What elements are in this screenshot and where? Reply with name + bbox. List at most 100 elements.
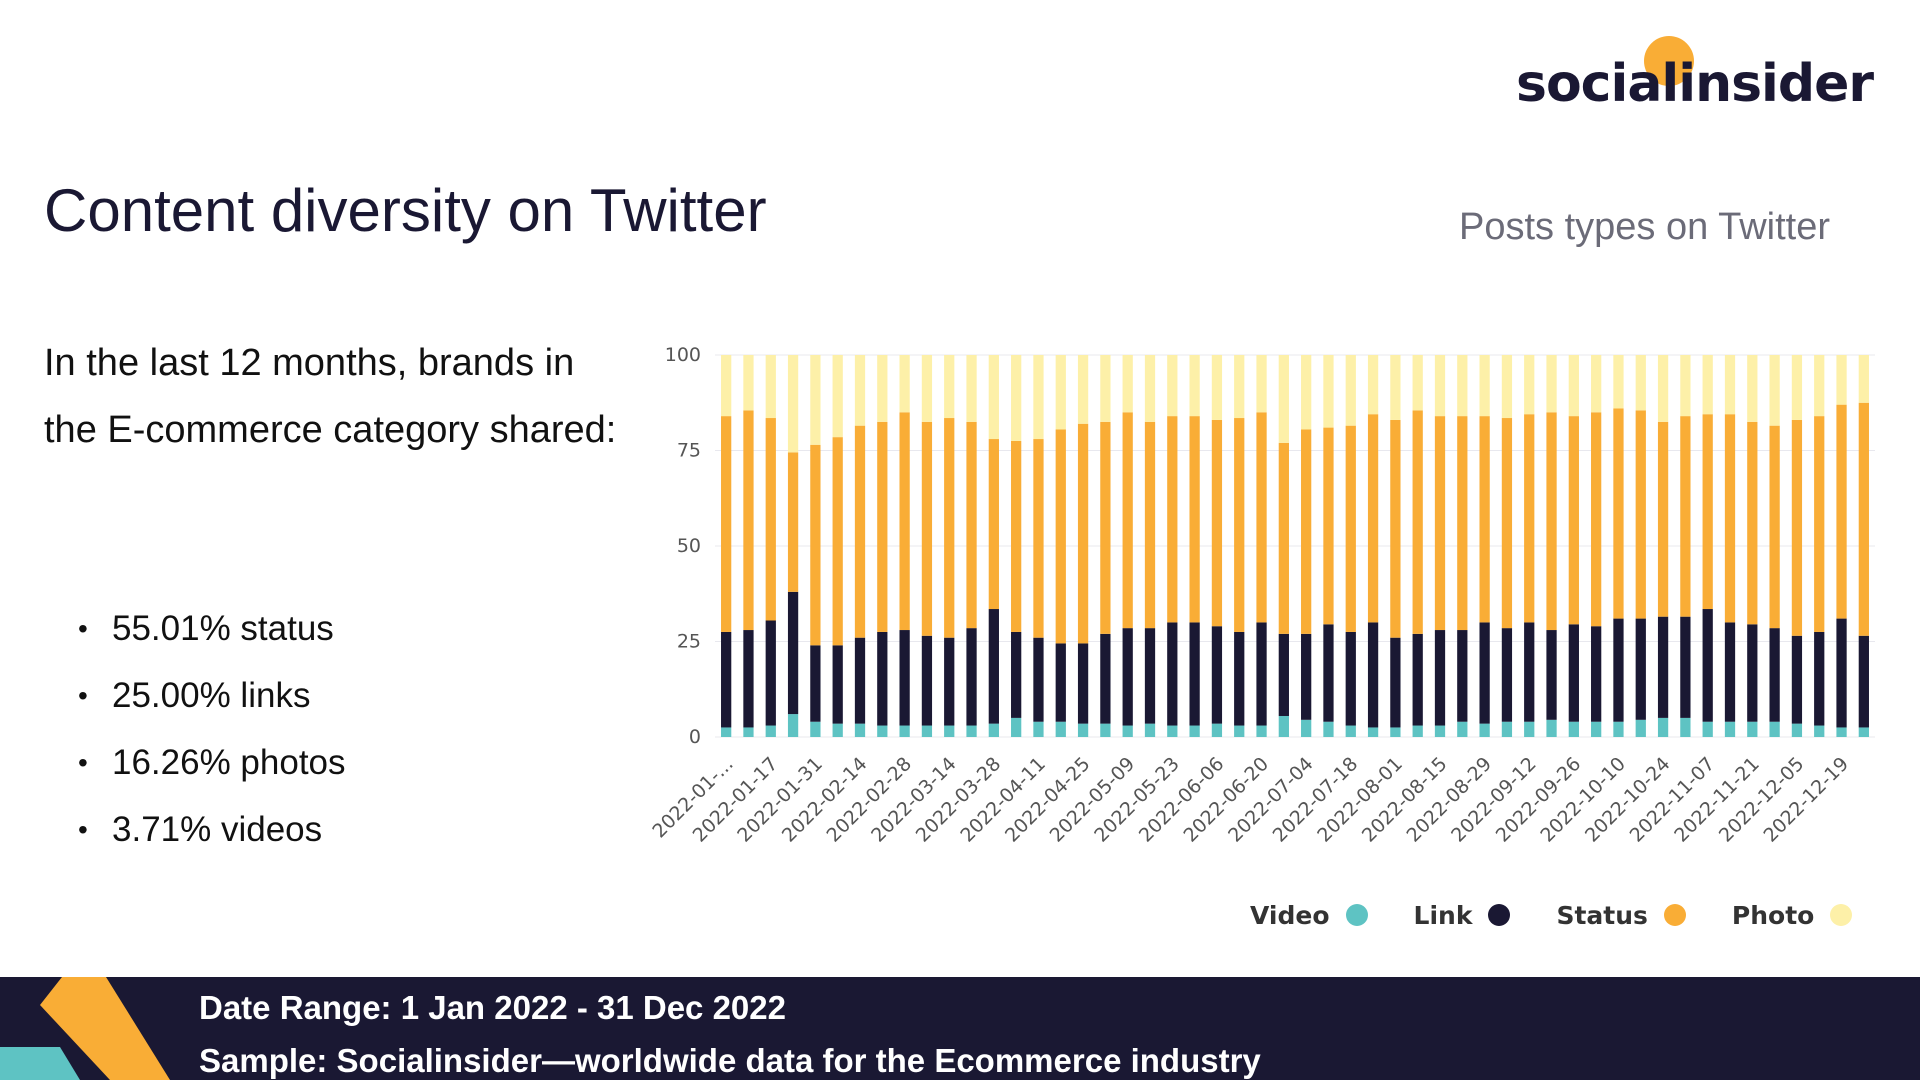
legend-label-photo: Photo <box>1731 900 1815 930</box>
bar-segment-status <box>1858 402 1869 636</box>
bar-segment-link <box>743 630 754 728</box>
bar-segment-status <box>1814 416 1825 632</box>
bar-segment-status <box>1412 410 1423 634</box>
bar-segment-video <box>1412 725 1423 737</box>
bar-segment-video <box>1591 721 1602 737</box>
bar-segment-status <box>765 418 776 621</box>
bar-segment-video <box>1568 721 1579 737</box>
bar-segment-link <box>1367 622 1379 728</box>
legend-link-dot-icon <box>1488 904 1511 926</box>
bar-segment-link <box>1077 643 1089 724</box>
bar-segment-photo <box>1211 355 1223 420</box>
bar-segment-photo <box>1055 355 1066 430</box>
bar-segment-link <box>877 631 888 726</box>
bar-segment-status <box>1657 421 1669 617</box>
bar-segment-video <box>1011 717 1022 737</box>
legend-label-status: Status <box>1556 900 1648 930</box>
bar-segment-status <box>1769 425 1780 629</box>
bar-segment-status <box>787 452 799 592</box>
bar-segment-video <box>1390 727 1401 737</box>
bar-segment-video <box>1278 715 1289 737</box>
bar-segment-status <box>1144 421 1156 629</box>
bar-segment-link <box>1100 633 1111 724</box>
bar-segment-status <box>1345 425 1356 632</box>
bar-segment-status <box>1724 414 1736 623</box>
bar-segment-video <box>1144 723 1156 737</box>
bar-segment-photo <box>1189 355 1200 417</box>
bar-segment-link <box>1144 628 1156 724</box>
page-title: Content diversity on Twitter <box>44 177 767 244</box>
bar-segment-status <box>810 444 821 646</box>
bar-segment-video <box>1122 725 1133 737</box>
socialinsider-logo: socialinsider <box>1500 30 1874 120</box>
bar-segment-status <box>1613 408 1624 619</box>
bar-segment-status <box>1323 427 1334 625</box>
bar-segment-video <box>1077 723 1089 737</box>
bar-segment-link <box>1434 630 1446 726</box>
bar-segment-video <box>899 725 910 737</box>
y-tick-label: 75 <box>677 440 701 462</box>
bar-segment-photo <box>1278 355 1289 443</box>
bar-segment-photo <box>1345 355 1356 426</box>
bar-segment-video <box>832 723 843 737</box>
bar-segment-video <box>1836 727 1847 737</box>
bar-segment-video <box>921 725 933 737</box>
bar-segment-link <box>787 591 799 715</box>
chart-legend: Video Link Status Photo <box>1250 895 1853 935</box>
bar-segment-status <box>877 421 888 632</box>
bar-segment-photo <box>921 355 933 422</box>
bar-segment-photo <box>1033 355 1044 440</box>
legend-item-photo[interactable]: Photo <box>1731 900 1853 930</box>
bar-segment-photo <box>1457 355 1468 417</box>
bar-segment-photo <box>877 355 888 422</box>
footer-date-range: Date Range: 1 Jan 2022 - 31 Dec 2022 <box>199 989 786 1026</box>
bar-segment-status <box>1702 414 1713 610</box>
bar-segment-photo <box>1011 355 1022 441</box>
bar-segment-status <box>921 421 933 636</box>
bar-segment-link <box>1769 628 1780 722</box>
bar-segment-status <box>1011 440 1022 632</box>
bar-segment-photo <box>1680 355 1691 417</box>
bullet-icon: • <box>78 747 88 778</box>
bar-segment-link <box>1256 622 1267 726</box>
bar-segment-link <box>1635 618 1646 720</box>
bar-segment-link <box>1702 609 1713 722</box>
bar-segment-video <box>1747 721 1758 737</box>
bar-segment-video <box>1457 721 1468 737</box>
legend-status-dot-icon <box>1663 904 1686 926</box>
bar-segment-status <box>743 410 754 631</box>
bar-segment-video <box>1033 721 1044 737</box>
bar-segment-photo <box>1144 355 1156 422</box>
bar-segment-video <box>743 727 754 737</box>
bar-segment-link <box>1747 624 1758 722</box>
bar-segment-link <box>1501 628 1513 722</box>
bar-segment-video <box>1635 719 1646 737</box>
legend-label-link: Link <box>1413 900 1473 930</box>
bar-segment-link <box>1167 622 1178 726</box>
bar-segment-photo <box>1301 355 1312 430</box>
bar-segment-photo <box>721 355 732 417</box>
legend-item-status[interactable]: Status <box>1556 900 1686 930</box>
bar-segment-video <box>877 725 888 737</box>
bar-segment-link <box>1011 631 1022 718</box>
y-tick-label: 100 <box>665 344 701 366</box>
y-tick-label: 25 <box>677 631 701 653</box>
legend-item-video[interactable]: Video <box>1250 901 1368 930</box>
legend-item-link[interactable]: Link <box>1414 901 1511 930</box>
bar-segment-photo <box>1724 355 1736 415</box>
bar-segment-photo <box>810 355 821 445</box>
bar-segment-photo <box>1501 355 1513 419</box>
stacked-bar-chart: 02550751002022-01-...2022-01-172022-01-3… <box>648 344 1875 847</box>
y-tick-label: 50 <box>677 535 701 557</box>
bar-segment-link <box>1412 633 1423 726</box>
bar-segment-photo <box>854 355 866 426</box>
bar-segment-video <box>810 721 821 737</box>
bar-segment-status <box>1301 429 1312 634</box>
bar-segment-video <box>1814 725 1825 737</box>
footer-decoration-icon <box>0 977 170 1080</box>
bar-segment-photo <box>1568 355 1579 417</box>
bar-segment-photo <box>1769 355 1780 426</box>
bar-segment-video <box>787 714 799 737</box>
bar-segment-link <box>944 637 955 726</box>
bar-segment-video <box>988 723 999 737</box>
